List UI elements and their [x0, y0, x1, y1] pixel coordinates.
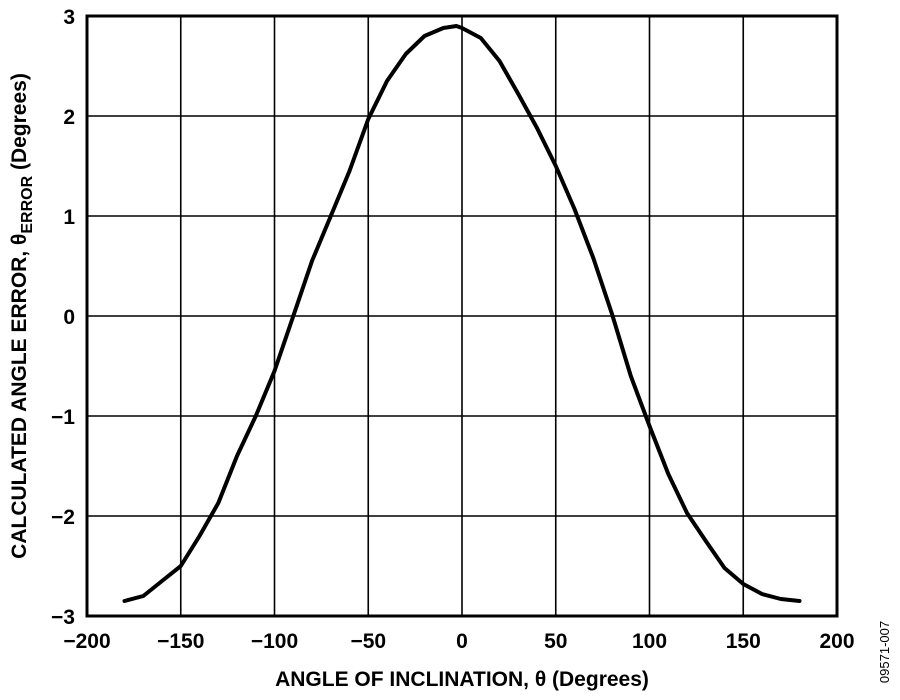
y-tick-label: 0	[63, 306, 75, 329]
y-tick-label: 1	[63, 206, 75, 229]
plot-frame	[85, 14, 839, 618]
x-tick-labels: −200 −150 −100 −50 0 50 100 150 200	[63, 630, 854, 653]
y-axis-label-units: (Degrees)	[8, 73, 31, 176]
x-tick-label: −100	[251, 630, 298, 653]
figure-id: 09571-007	[877, 621, 892, 683]
y-axis-label-main: CALCULATED ANGLE ERROR, θ	[8, 234, 31, 559]
y-axis-label: CALCULATED ANGLE ERROR, θERROR (Degrees)	[8, 73, 36, 559]
y-tick-label: −1	[51, 406, 75, 429]
x-tick-label: 0	[456, 630, 468, 653]
y-tick-label: 2	[63, 106, 75, 129]
x-tick-label: −50	[350, 630, 386, 653]
x-tick-label: −150	[157, 630, 204, 653]
y-tick-labels: −3 −2 −1 0 1 2 3	[51, 6, 75, 629]
grid	[86, 15, 838, 617]
series-line	[122, 24, 802, 603]
x-axis-label: ANGLE OF INCLINATION, θ (Degrees)	[275, 668, 649, 691]
y-tick-label: −2	[51, 506, 75, 529]
x-tick-label: 100	[632, 630, 667, 653]
x-tick-label: −200	[63, 630, 110, 653]
x-tick-label: 50	[544, 630, 567, 653]
x-tick-label: 150	[726, 630, 761, 653]
x-tick-label: 200	[819, 630, 854, 653]
y-tick-label: 3	[63, 6, 75, 29]
y-tick-label: −3	[51, 606, 75, 629]
y-axis-label-subscript: ERROR	[19, 175, 36, 233]
